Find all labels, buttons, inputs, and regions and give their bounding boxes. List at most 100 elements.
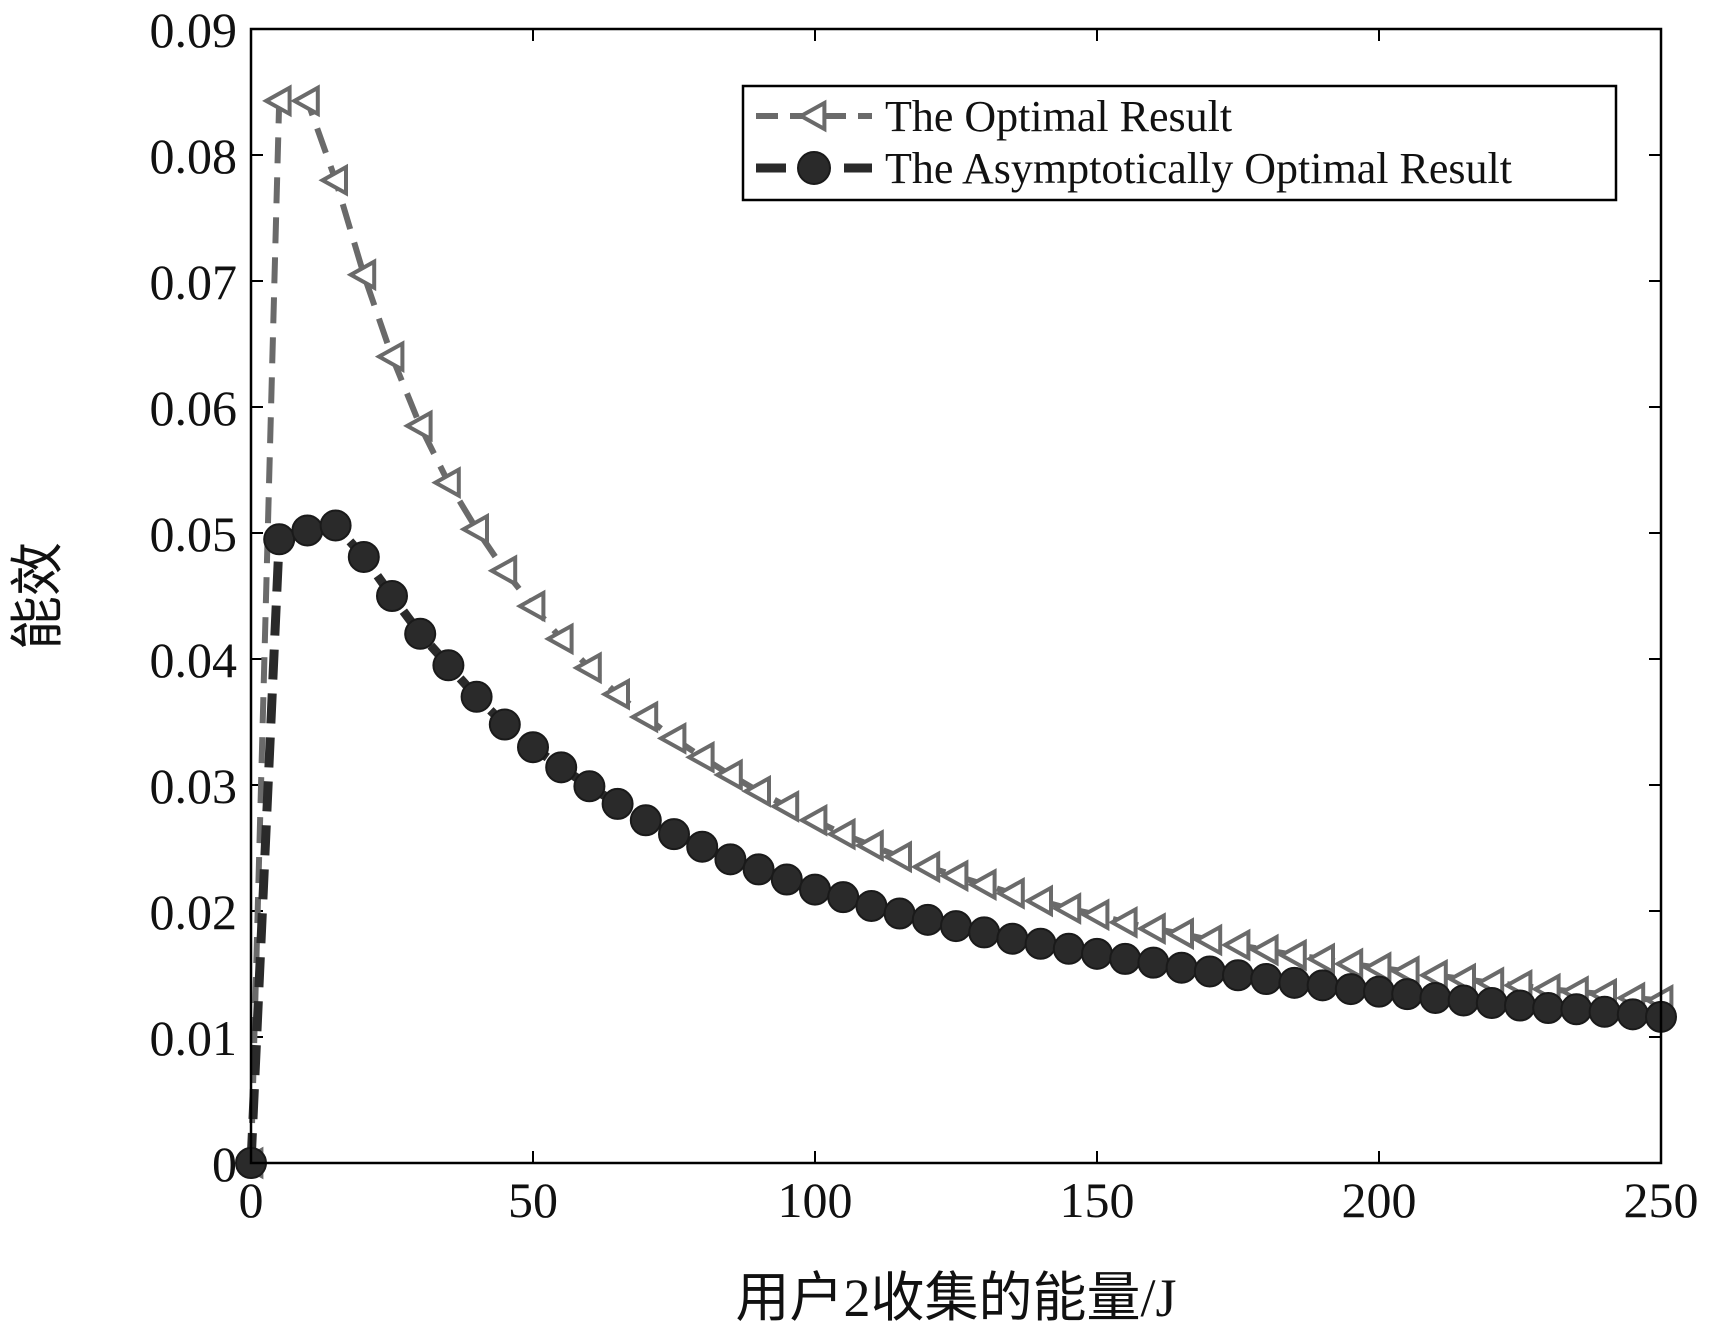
data-point-optimal xyxy=(995,876,1025,910)
data-point-optimal xyxy=(374,340,405,373)
data-point-optimal xyxy=(797,803,828,837)
data-point-asymptotic xyxy=(432,649,465,682)
data-point-asymptotic xyxy=(1504,989,1536,1022)
data-point-optimal xyxy=(685,740,715,774)
data-point-optimal xyxy=(769,790,800,823)
data-point-optimal xyxy=(1079,898,1110,932)
x-tick-label: 150 xyxy=(1060,1172,1135,1228)
data-point-asymptotic xyxy=(1391,978,1424,1011)
data-point-asymptotic xyxy=(799,873,831,906)
data-point-asymptotic xyxy=(1250,963,1283,996)
data-point-asymptotic xyxy=(376,580,408,612)
data-point-asymptotic xyxy=(488,708,521,741)
series-line-2 xyxy=(246,520,1662,1164)
data-point-optimal xyxy=(1305,942,1335,976)
series-layer xyxy=(233,84,1677,1180)
data-point-asymptotic xyxy=(770,863,803,896)
data-point-optimal xyxy=(938,859,969,893)
tick-labels: 0 50 100 150 200 250 0 0.01 0.02 0.03 0.04 0.05 0.06… xyxy=(150,2,1699,1228)
data-point-optimal xyxy=(1277,938,1307,972)
data-point-asymptotic xyxy=(460,680,493,713)
data-point-optimal xyxy=(882,840,912,874)
legend-marker-optimal xyxy=(796,99,827,133)
y-tick-label: 0.02 xyxy=(150,884,238,940)
data-point-asymptotic xyxy=(291,514,324,547)
data-point-optimal xyxy=(713,758,743,792)
data-point-asymptotic xyxy=(686,830,719,863)
x-tick-label: 100 xyxy=(778,1172,853,1228)
data-point-asymptotic xyxy=(827,881,860,914)
data-point-optimal xyxy=(1192,923,1223,957)
y-tick-label: 0.05 xyxy=(150,506,238,562)
x-axis-label: 用户2收集的能量/J xyxy=(735,1268,1176,1328)
plot-frame xyxy=(249,27,1663,1165)
data-point-optimal xyxy=(1333,947,1364,981)
data-point-asymptotic xyxy=(1616,998,1649,1031)
data-point-asymptotic xyxy=(1334,973,1367,1006)
data-point-asymptotic xyxy=(1419,981,1452,1014)
data-point-asymptotic xyxy=(1165,951,1198,984)
y-tick-label: 0.09 xyxy=(150,2,238,58)
data-point-optimal xyxy=(967,868,997,901)
data-point-optimal xyxy=(826,817,856,851)
data-point-optimal xyxy=(910,850,941,884)
legend-label-optimal: The Optimal Result xyxy=(885,92,1232,141)
y-tick-label: 0.08 xyxy=(150,128,238,184)
data-point-asymptotic xyxy=(855,889,888,922)
legend-marker-asymptotic xyxy=(797,151,831,185)
data-point-asymptotic xyxy=(742,853,775,886)
data-point-asymptotic xyxy=(1081,937,1113,970)
x-tick-label: 200 xyxy=(1342,1172,1417,1228)
data-point-asymptotic xyxy=(911,903,944,936)
x-tick-label: 50 xyxy=(508,1172,558,1228)
data-point-asymptotic xyxy=(1306,969,1339,1002)
data-point-asymptotic xyxy=(1024,927,1057,960)
data-point-optimal xyxy=(1164,917,1194,951)
data-point-asymptotic xyxy=(1588,995,1621,1028)
data-point-optimal xyxy=(1249,933,1279,967)
data-point-optimal xyxy=(1220,928,1251,962)
data-point-asymptotic xyxy=(968,916,1001,949)
y-tick-label: 0.04 xyxy=(150,632,238,688)
legend-box xyxy=(741,84,1618,202)
data-point-optimal xyxy=(346,258,377,292)
data-point-asymptotic xyxy=(347,540,380,573)
data-point-optimal xyxy=(1136,912,1166,946)
y-tick-label: 0.01 xyxy=(150,1010,238,1066)
data-point-optimal xyxy=(403,409,433,443)
data-point-optimal xyxy=(600,677,630,711)
legend-label-asymptotic: The Asymptotically Optimal Result xyxy=(885,144,1512,193)
data-point-optimal xyxy=(290,84,320,118)
data-point-asymptotic xyxy=(940,910,972,943)
data-point-asymptotic xyxy=(996,922,1029,955)
data-point-asymptotic xyxy=(1109,942,1142,975)
data-point-optimal xyxy=(318,163,348,197)
x-tick-label: 0 xyxy=(239,1172,264,1228)
data-point-optimal xyxy=(572,651,602,685)
data-point-optimal xyxy=(854,829,884,862)
data-point-optimal xyxy=(1390,955,1420,988)
data-point-optimal xyxy=(515,589,546,623)
data-point-optimal xyxy=(656,721,687,755)
data-point-optimal xyxy=(544,622,574,656)
data-point-asymptotic xyxy=(883,897,916,930)
data-point-optimal xyxy=(741,774,771,808)
data-point-optimal xyxy=(459,512,489,546)
data-point-optimal xyxy=(628,700,659,734)
data-point-asymptotic xyxy=(573,770,606,803)
data-point-optimal xyxy=(1108,905,1138,939)
data-point-asymptotic xyxy=(1447,984,1480,1017)
data-point-optimal xyxy=(1361,951,1392,985)
data-point-asymptotic xyxy=(601,787,634,820)
data-point-asymptotic xyxy=(1193,955,1226,988)
y-tick-label: 0.03 xyxy=(150,758,238,814)
data-point-optimal xyxy=(1418,958,1448,992)
x-tick-label: 250 xyxy=(1624,1172,1699,1228)
y-tick-label: 0.06 xyxy=(150,380,238,436)
data-point-asymptotic xyxy=(319,509,352,542)
y-tick-label: 0 xyxy=(212,1136,237,1192)
y-tick-label: 0.07 xyxy=(150,254,238,310)
legend-samples xyxy=(756,99,872,185)
